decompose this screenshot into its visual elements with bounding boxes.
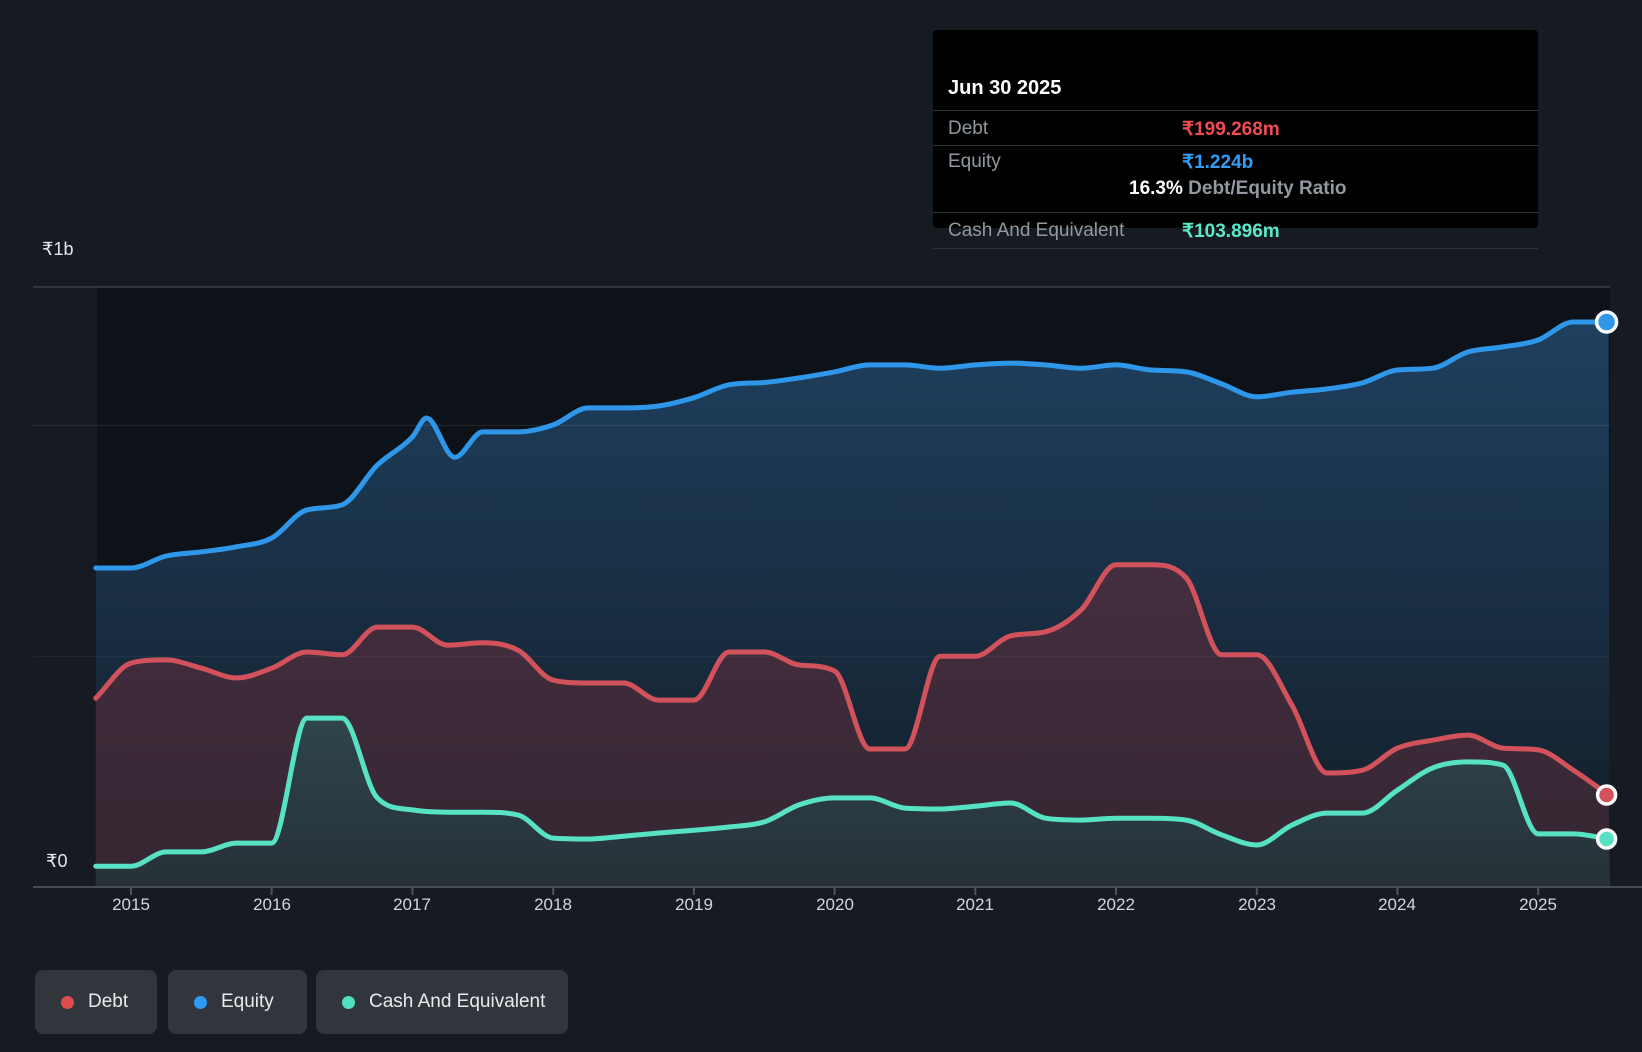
legend-chip-cash[interactable]: Cash And Equivalent: [316, 970, 568, 1034]
chart-tooltip: Jun 30 2025 Debt ₹199.268m Equity ₹1.224…: [933, 30, 1538, 249]
y-axis-label-0: ₹0: [46, 851, 68, 871]
x-axis-label-2024: 2024: [1378, 895, 1416, 914]
ratio-value: 16.3%: [1129, 178, 1183, 199]
cash-and-equivalent-end-marker[interactable]: [1595, 828, 1618, 850]
equity-end-marker[interactable]: [1594, 310, 1619, 334]
x-axis-label-2025: 2025: [1519, 895, 1557, 914]
tooltip-debt-label: Debt: [948, 118, 989, 139]
tooltip-divider: [933, 145, 1538, 146]
equity-dot-icon: [194, 995, 207, 1009]
tooltip-divider: [933, 212, 1538, 213]
tooltip-equity-label: Equity: [948, 151, 1001, 172]
cash-and-equivalent-line: [93, 715, 1612, 869]
debt-dot-icon: [61, 995, 74, 1009]
tooltip-cash-label: Cash And Equivalent: [948, 220, 1125, 241]
cash-dot-icon: [342, 995, 355, 1009]
x-axis-label-2019: 2019: [675, 895, 713, 914]
tooltip-debt-value: ₹199.268m: [1182, 119, 1280, 140]
ratio-label: Debt/Equity Ratio: [1188, 178, 1347, 199]
x-axis-label-2016: 2016: [253, 895, 291, 914]
legend-chip-debt[interactable]: Debt: [35, 970, 157, 1034]
legend-cash-label: Cash And Equivalent: [369, 991, 546, 1012]
debt-end-marker[interactable]: [1595, 784, 1618, 806]
x-axis-label-2021: 2021: [956, 895, 994, 914]
debt-line: [93, 562, 1612, 798]
x-axis-label-2022: 2022: [1097, 895, 1135, 914]
x-axis-label-2023: 2023: [1238, 895, 1276, 914]
legend-equity-label: Equity: [221, 991, 274, 1012]
tooltip-equity-value: ₹1.224b: [1182, 152, 1254, 173]
tooltip-divider: [933, 110, 1538, 111]
tooltip-cash-value: ₹103.896m: [1182, 221, 1280, 242]
legend-chip-equity[interactable]: Equity: [168, 970, 307, 1034]
x-axis-label-2015: 2015: [112, 895, 150, 914]
y-axis-label-1b: ₹1b: [42, 239, 74, 259]
x-axis-label-2020: 2020: [816, 895, 854, 914]
tooltip-date: Jun 30 2025: [948, 77, 1062, 99]
x-axis-label-2018: 2018: [534, 895, 572, 914]
equity-line: [93, 319, 1612, 571]
tooltip-divider: [933, 248, 1538, 249]
tooltip-debt-equity-ratio: 16.3% Debt/Equity Ratio: [1129, 178, 1347, 200]
x-axis-label-2017: 2017: [393, 895, 431, 914]
legend-debt-label: Debt: [88, 991, 129, 1012]
cash-and-equivalent-area: [95, 718, 1610, 887]
